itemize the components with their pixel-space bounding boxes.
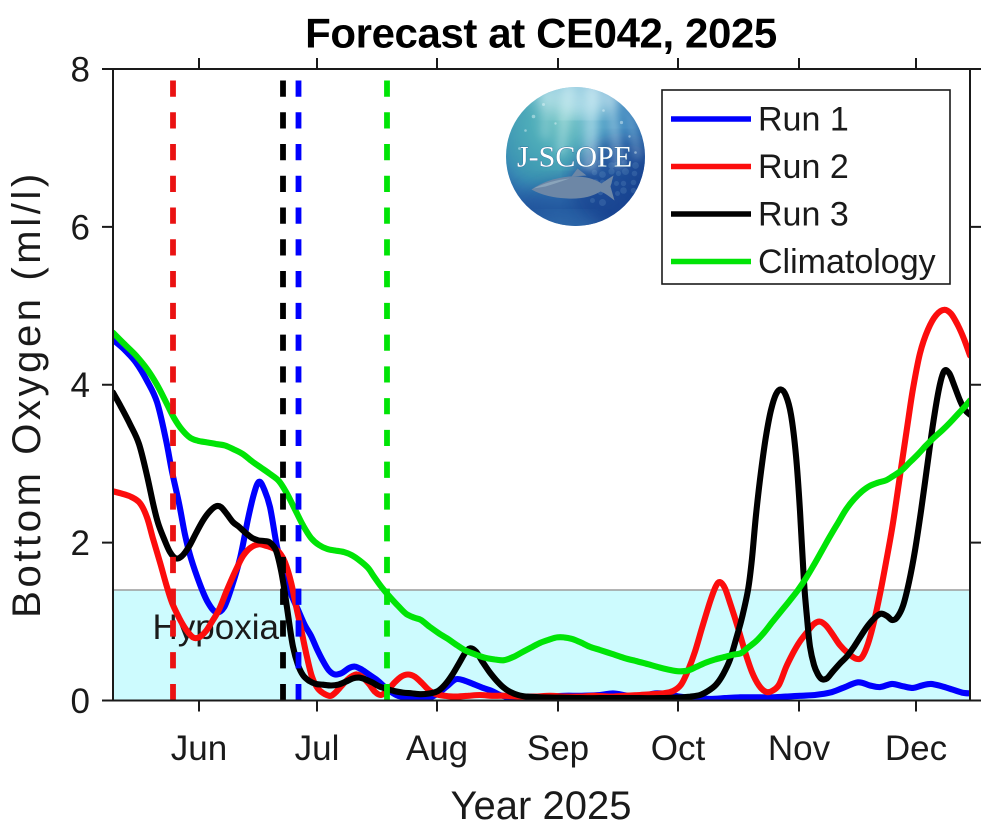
svg-text:Forecast at CE042, 2025: Forecast at CE042, 2025 <box>305 10 777 57</box>
svg-text:6: 6 <box>71 208 90 247</box>
svg-text:Aug: Aug <box>406 729 468 768</box>
svg-text:0: 0 <box>71 682 90 721</box>
svg-text:Jun: Jun <box>171 729 227 768</box>
svg-text:8: 8 <box>71 51 90 90</box>
svg-text:Jul: Jul <box>295 729 340 768</box>
svg-text:Run 3: Run 3 <box>758 196 849 234</box>
svg-text:Sep: Sep <box>527 729 589 768</box>
svg-text:Nov: Nov <box>768 729 831 768</box>
svg-text:Run 2: Run 2 <box>758 148 849 186</box>
svg-text:Bottom Oxygen (ml/l): Bottom Oxygen (ml/l) <box>5 170 49 618</box>
svg-text:Year 2025: Year 2025 <box>451 784 632 828</box>
svg-text:J-SCOPE: J-SCOPE <box>517 141 632 174</box>
svg-text:Run 1: Run 1 <box>758 101 849 139</box>
svg-text:2: 2 <box>71 524 90 563</box>
svg-text:4: 4 <box>71 366 90 405</box>
svg-text:Oct: Oct <box>651 729 706 768</box>
svg-text:Dec: Dec <box>885 729 947 768</box>
svg-text:Climatology: Climatology <box>758 243 936 281</box>
